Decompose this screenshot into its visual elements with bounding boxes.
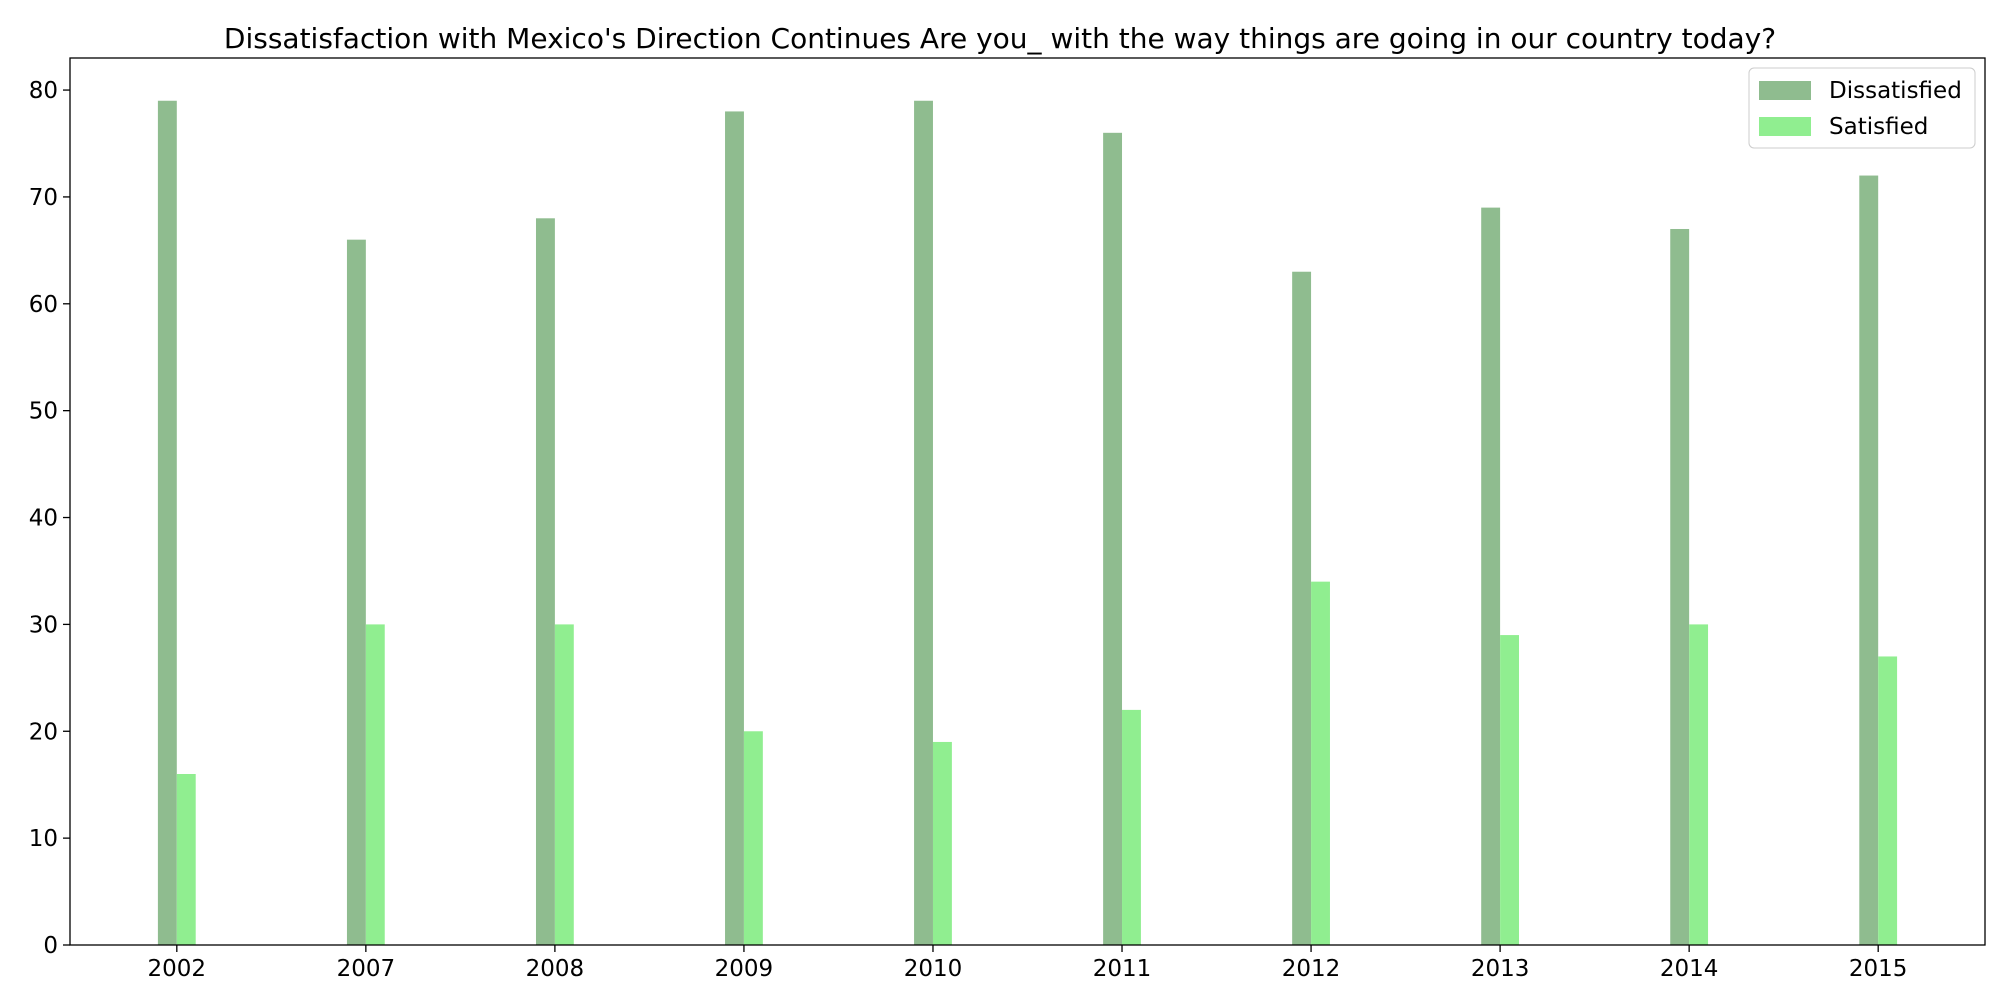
y-tick-label: 10 bbox=[29, 826, 58, 852]
chart-title: Dissatisfaction with Mexico's Direction … bbox=[224, 22, 1776, 55]
y-tick-label: 50 bbox=[29, 399, 58, 425]
legend-swatch-dissatisfied bbox=[1759, 81, 1811, 100]
bar-satisfied-2002 bbox=[176, 774, 196, 945]
bar-dissatisfied-2013 bbox=[1481, 207, 1501, 946]
legend-label-satisfied: Satisfied bbox=[1829, 114, 1928, 140]
x-tick-label-2010: 2010 bbox=[904, 956, 963, 982]
legend-label-dissatisfied: Dissatisfied bbox=[1829, 78, 1962, 104]
bar-satisfied-2011 bbox=[1122, 709, 1141, 945]
bar-dissatisfied-2002 bbox=[157, 100, 177, 945]
legend-swatch-satisfied bbox=[1759, 117, 1811, 136]
y-tick-label: 40 bbox=[29, 506, 58, 532]
x-tick-label-2007: 2007 bbox=[337, 956, 396, 982]
y-tick-label: 80 bbox=[29, 78, 58, 104]
x-tick-label-2009: 2009 bbox=[715, 956, 774, 982]
y-tick-label: 0 bbox=[43, 933, 58, 959]
bar-satisfied-2012 bbox=[1311, 581, 1330, 945]
x-tick-label-2012: 2012 bbox=[1282, 956, 1341, 982]
bar-satisfied-2008 bbox=[554, 624, 574, 945]
x-tick-label-2008: 2008 bbox=[526, 956, 585, 982]
bars-layer bbox=[157, 100, 1898, 946]
plot-frame bbox=[69, 57, 1986, 946]
bar-satisfied-2015 bbox=[1878, 656, 1898, 945]
axes-layer: 0 10 20 30 40 50 60 70 80 2002 2007 2008 2009 2010 201… bbox=[29, 57, 1986, 982]
bar-satisfied-2013 bbox=[1500, 635, 1520, 945]
y-tick-label: 20 bbox=[29, 719, 58, 745]
bar-satisfied-2007 bbox=[365, 624, 385, 945]
y-tick-label: 60 bbox=[29, 292, 58, 318]
x-tick-label-2002: 2002 bbox=[148, 956, 207, 982]
bar-dissatisfied-2007 bbox=[346, 239, 366, 946]
x-tick-label-2013: 2013 bbox=[1471, 956, 1530, 982]
bar-dissatisfied-2012 bbox=[1292, 271, 1312, 946]
bar-dissatisfied-2009 bbox=[725, 111, 744, 946]
bar-dissatisfied-2010 bbox=[914, 100, 933, 945]
x-tick-label-2011: 2011 bbox=[1093, 956, 1152, 982]
x-tick-label-2014: 2014 bbox=[1660, 956, 1719, 982]
y-tick-label: 30 bbox=[29, 612, 58, 638]
bar-dissatisfied-2008 bbox=[535, 218, 555, 946]
y-tick-label: 70 bbox=[29, 185, 58, 211]
bar-dissatisfied-2011 bbox=[1103, 132, 1123, 945]
bar-satisfied-2014 bbox=[1689, 624, 1709, 945]
x-tick-label-2015: 2015 bbox=[1849, 956, 1908, 982]
bar-satisfied-2010 bbox=[932, 741, 952, 945]
bar-dissatisfied-2015 bbox=[1859, 175, 1879, 946]
legend: Dissatisfied Satisfied bbox=[1748, 67, 1976, 149]
bar-dissatisfied-2014 bbox=[1670, 228, 1690, 946]
bar-satisfied-2009 bbox=[743, 731, 763, 945]
